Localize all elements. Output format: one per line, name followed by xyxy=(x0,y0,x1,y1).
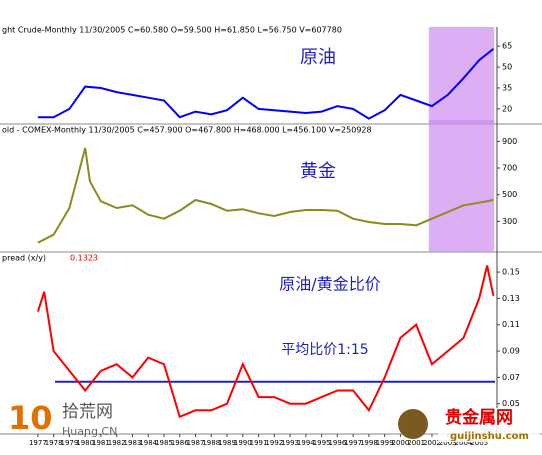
x-tick-label: 1983 xyxy=(124,439,142,447)
last-value: 0.1323 xyxy=(70,254,98,263)
watermark-text: 贵金属网 xyxy=(445,407,513,428)
panel-header: old - COMEX-Monthly 11/30/2005 C=457.900… xyxy=(2,126,372,135)
x-tick-label: 1986 xyxy=(171,439,189,447)
x-tick-label: 1978 xyxy=(45,439,63,447)
y-tick-label: 50 xyxy=(502,63,512,72)
panel-label: 黄金 xyxy=(300,161,336,182)
x-tick-label: 1996 xyxy=(328,439,346,447)
data-line xyxy=(37,48,495,120)
x-tick-label: 1990 xyxy=(234,439,252,447)
x-tick-label: 1979 xyxy=(60,439,78,447)
highlight-range xyxy=(428,27,495,124)
data-line xyxy=(37,147,494,244)
watermark-url: Huang.CN xyxy=(62,425,117,438)
x-tick-label: 1997 xyxy=(344,439,362,447)
y-tick-label: 20 xyxy=(502,104,512,113)
x-tick-label: 1980 xyxy=(76,439,94,447)
x-tick-label: 2002 xyxy=(423,439,441,447)
panel-label: 原油 xyxy=(300,47,336,68)
y-tick-label: 900 xyxy=(502,137,517,146)
x-tick-label: 1985 xyxy=(155,439,173,447)
watermark-text: 拾荒网 xyxy=(62,402,113,422)
watermark-number: 10 xyxy=(8,399,53,437)
y-tick-label: 0.11 xyxy=(502,320,520,329)
y-tick-label: 700 xyxy=(502,164,517,173)
x-tick-label: 2003 xyxy=(439,439,457,447)
x-tick-label: 1998 xyxy=(360,439,378,447)
x-tick-label: 1981 xyxy=(92,439,110,447)
x-tick-label: 1995 xyxy=(313,439,331,447)
data-line xyxy=(36,265,495,419)
y-tick-label: 0.15 xyxy=(502,268,520,277)
y-tick-label: 0.13 xyxy=(502,294,520,303)
average-label: 平均比价1:15 xyxy=(281,342,368,358)
highlight-range xyxy=(428,120,495,252)
watermark-url: guijinshu.com xyxy=(450,431,529,442)
y-tick-label: 0.05 xyxy=(502,399,520,408)
y-tick-label: 35 xyxy=(502,83,512,92)
x-tick-label: 1989 xyxy=(218,439,236,447)
watermark-badge xyxy=(438,408,540,442)
x-tick-label: 2001 xyxy=(407,439,425,447)
panel-header: ght Crude-Monthly 11/30/2005 C=60.580 O=… xyxy=(2,26,342,35)
y-tick-label: 300 xyxy=(502,217,517,226)
x-tick-label: 1991 xyxy=(250,439,268,447)
x-tick-label: 2000 xyxy=(392,439,410,447)
x-tick-label: 1982 xyxy=(108,439,126,447)
x-tick-label: 1984 xyxy=(139,439,157,447)
watermark-logo xyxy=(398,409,428,439)
x-tick-label: 1977 xyxy=(29,439,47,447)
y-tick-label: 500 xyxy=(502,190,517,199)
y-tick-label: 0.09 xyxy=(502,347,520,356)
x-tick-label: 1993 xyxy=(281,439,299,447)
x-tick-label: 2005 xyxy=(470,439,488,447)
x-tick-label: 1992 xyxy=(265,439,283,447)
x-tick-label: 1999 xyxy=(376,439,394,447)
x-tick-label: 1987 xyxy=(187,439,205,447)
x-tick-label: 1994 xyxy=(297,439,315,447)
panel-header: pread (x/y) xyxy=(2,254,46,263)
panel-label: 原油/黄金比价 xyxy=(279,275,380,294)
x-tick-label: 1988 xyxy=(202,439,220,447)
y-tick-label: 65 xyxy=(502,42,512,51)
y-tick-label: 0.07 xyxy=(502,373,520,382)
x-tick-label: 2004 xyxy=(455,439,473,447)
